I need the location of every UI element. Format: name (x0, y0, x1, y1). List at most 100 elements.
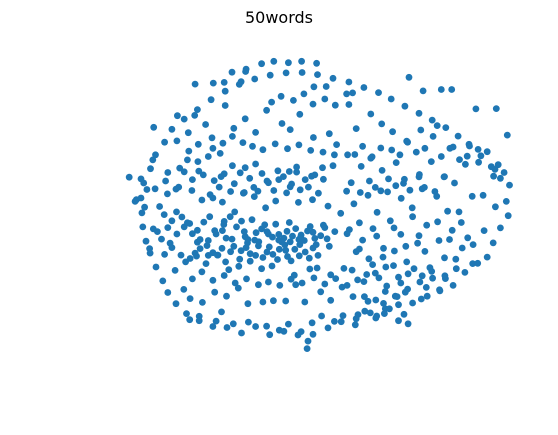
scatter-point (389, 128, 396, 136)
scatter-point (193, 252, 200, 260)
scatter-point (218, 244, 226, 252)
scatter-point (417, 126, 425, 134)
scatter-point (212, 230, 220, 238)
scatter-point (479, 191, 487, 199)
scatter-point (366, 177, 373, 185)
scatter-point (248, 216, 256, 224)
scatter-point (337, 318, 345, 326)
scatter-point (421, 144, 429, 152)
scatter-point (223, 292, 230, 300)
scatter-point (462, 160, 469, 168)
scatter-point (397, 194, 405, 202)
scatter-point (286, 238, 294, 246)
scatter-point (189, 230, 196, 238)
scatter-point (254, 187, 262, 195)
scatter-point (359, 236, 366, 244)
scatter-point (347, 179, 355, 187)
scatter-point (387, 95, 395, 103)
scatter-point (456, 156, 463, 164)
scatter-point (378, 167, 386, 174)
scatter-point (194, 106, 201, 113)
scatter-point (344, 151, 351, 159)
scatter-point (325, 130, 333, 138)
scatter-point (183, 310, 190, 317)
scatter-point (306, 223, 314, 230)
scatter-point (227, 248, 235, 256)
scatter-point (397, 231, 405, 238)
scatter-point (186, 255, 194, 262)
scatter-point (311, 171, 319, 179)
scatter-point (368, 153, 376, 161)
scatter-point (392, 182, 400, 190)
scatter-point (172, 300, 180, 308)
scatter-point (236, 255, 244, 263)
scatter-point (194, 226, 201, 234)
scatter-point (171, 267, 179, 274)
scatter-point (321, 95, 329, 103)
scatter-point (269, 233, 276, 241)
scatter-point (226, 213, 234, 221)
scatter-point (290, 97, 297, 104)
scatter-point (429, 274, 436, 282)
scatter-point (298, 57, 305, 65)
scatter-point (168, 125, 176, 133)
scatter-point (283, 189, 290, 197)
scatter-point (354, 276, 361, 284)
scatter-point (369, 225, 377, 233)
scatter-point (396, 151, 404, 159)
scatter-point (149, 225, 157, 233)
scatter-point (211, 288, 219, 296)
scatter-point (229, 320, 237, 328)
scatter-point (223, 324, 231, 331)
scatter-point (252, 252, 259, 259)
scatter-point (284, 145, 291, 153)
scatter-point (159, 277, 167, 285)
scatter-point (377, 144, 385, 152)
scatter-point (204, 153, 212, 160)
scatter-point (352, 248, 360, 256)
scatter-point (220, 272, 228, 279)
scatter-point (204, 237, 212, 244)
scatter-point (421, 248, 429, 255)
scatter-point (263, 106, 270, 114)
scatter-point (333, 141, 340, 149)
scatter-point (382, 263, 390, 271)
scatter-point (384, 188, 391, 196)
scatter-point (502, 198, 510, 205)
scatter-point (296, 241, 304, 249)
scatter-point (275, 231, 283, 238)
scatter-point (364, 297, 372, 305)
scatter-point (274, 167, 282, 175)
scatter-point (258, 265, 265, 273)
scatter-point (229, 133, 236, 140)
scatter-point (246, 257, 254, 265)
scatter-point (199, 299, 206, 306)
scatter-point (210, 177, 218, 185)
scatter-point (293, 163, 300, 171)
scatter-point (271, 140, 279, 148)
scatter-point (327, 271, 335, 279)
scatter-point (483, 253, 491, 261)
scatter-point (435, 237, 443, 244)
scatter-point (125, 173, 133, 181)
scatter-point (297, 231, 305, 239)
scatter-point (405, 73, 413, 81)
scatter-point (463, 152, 471, 160)
scatter-point (301, 248, 309, 256)
scatter-point (306, 265, 314, 273)
scatter-point (397, 279, 405, 287)
scatter-point (402, 242, 410, 250)
scatter-point (289, 232, 296, 240)
scatter-point (314, 71, 321, 78)
scatter-point (474, 259, 482, 267)
scatter-point (285, 219, 293, 226)
scatter-point (369, 261, 376, 268)
scatter-point (282, 297, 290, 305)
scatter-point (446, 144, 454, 152)
scatter-point (383, 282, 391, 290)
scatter-point (331, 228, 339, 236)
scatter-point (258, 60, 265, 68)
scatter-point (199, 171, 207, 179)
scatter-point (202, 121, 210, 128)
scatter-point (150, 123, 158, 131)
